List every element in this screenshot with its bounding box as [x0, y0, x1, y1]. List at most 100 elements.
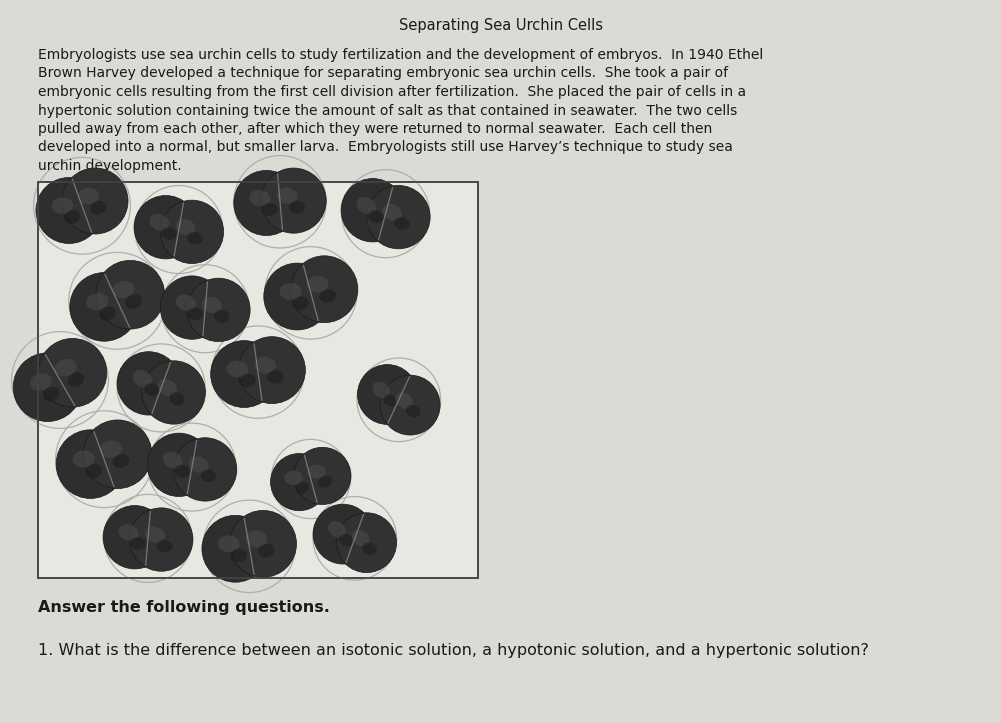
Circle shape	[129, 508, 193, 571]
Ellipse shape	[284, 471, 302, 485]
Ellipse shape	[368, 210, 383, 223]
Ellipse shape	[112, 281, 134, 298]
Ellipse shape	[267, 370, 283, 383]
Text: Embryologists use sea urchin cells to study fertilization and the development of: Embryologists use sea urchin cells to st…	[38, 48, 763, 62]
Text: Separating Sea Urchin Cells: Separating Sea Urchin Cells	[399, 18, 603, 33]
Ellipse shape	[90, 201, 106, 215]
Ellipse shape	[406, 405, 420, 417]
Ellipse shape	[99, 440, 122, 458]
Ellipse shape	[239, 374, 256, 388]
Bar	[38, 182, 478, 578]
Ellipse shape	[356, 197, 376, 214]
Circle shape	[134, 195, 197, 259]
Ellipse shape	[292, 296, 309, 310]
Circle shape	[103, 505, 166, 569]
Ellipse shape	[144, 383, 159, 396]
Circle shape	[202, 515, 269, 582]
Ellipse shape	[395, 392, 413, 409]
Text: 1. What is the difference between an isotonic solution, a hypotonic solution, an: 1. What is the difference between an iso…	[38, 643, 869, 658]
Ellipse shape	[295, 482, 309, 494]
Ellipse shape	[187, 307, 203, 320]
Bar	[38, 182, 478, 578]
Circle shape	[62, 168, 128, 234]
Ellipse shape	[230, 549, 247, 562]
Ellipse shape	[362, 542, 377, 555]
Ellipse shape	[85, 464, 102, 478]
Ellipse shape	[130, 537, 146, 550]
Ellipse shape	[218, 535, 239, 552]
Ellipse shape	[64, 210, 80, 224]
Circle shape	[238, 337, 305, 403]
Circle shape	[160, 276, 223, 339]
Ellipse shape	[99, 307, 116, 321]
Ellipse shape	[133, 370, 152, 388]
Circle shape	[294, 448, 351, 505]
Ellipse shape	[174, 465, 190, 477]
Ellipse shape	[307, 464, 326, 479]
Ellipse shape	[161, 227, 177, 240]
Ellipse shape	[288, 200, 305, 213]
Ellipse shape	[328, 521, 346, 538]
Ellipse shape	[226, 361, 248, 377]
Circle shape	[70, 273, 138, 341]
Text: Brown Harvey developed a technique for separating embryonic sea urchin cells.  S: Brown Harvey developed a technique for s…	[38, 67, 728, 80]
Ellipse shape	[55, 359, 77, 377]
Ellipse shape	[318, 476, 332, 487]
Ellipse shape	[383, 394, 397, 407]
Ellipse shape	[125, 294, 142, 309]
Ellipse shape	[158, 379, 177, 396]
Ellipse shape	[30, 373, 52, 391]
Ellipse shape	[319, 289, 336, 303]
Ellipse shape	[254, 356, 276, 374]
Ellipse shape	[245, 531, 267, 547]
Ellipse shape	[162, 452, 182, 469]
Circle shape	[83, 420, 152, 489]
Text: hypertonic solution containing twice the amount of salt as that contained in sea: hypertonic solution containing twice the…	[38, 103, 738, 118]
Ellipse shape	[214, 310, 229, 322]
Ellipse shape	[175, 218, 195, 236]
Ellipse shape	[382, 204, 401, 221]
Ellipse shape	[68, 372, 84, 387]
Circle shape	[13, 353, 82, 422]
Circle shape	[147, 433, 210, 497]
Ellipse shape	[187, 232, 203, 244]
Ellipse shape	[189, 456, 208, 473]
Ellipse shape	[78, 188, 99, 205]
Circle shape	[380, 375, 440, 435]
Text: developed into a normal, but smaller larva.  Embryologists still use Harvey’s te: developed into a normal, but smaller lar…	[38, 140, 733, 155]
Ellipse shape	[372, 382, 390, 398]
Circle shape	[160, 200, 223, 263]
Circle shape	[234, 171, 299, 236]
Text: embryonic cells resulting from the first cell division after fertilization.  She: embryonic cells resulting from the first…	[38, 85, 746, 99]
Ellipse shape	[261, 203, 277, 216]
Text: pulled away from each other, after which they were returned to normal seawater. : pulled away from each other, after which…	[38, 122, 713, 136]
Circle shape	[56, 429, 125, 498]
Circle shape	[291, 256, 357, 322]
Text: Answer the following questions.: Answer the following questions.	[38, 600, 330, 615]
Circle shape	[229, 510, 296, 578]
Ellipse shape	[258, 544, 274, 557]
Circle shape	[187, 278, 250, 341]
Ellipse shape	[52, 197, 73, 214]
Circle shape	[117, 351, 180, 415]
Ellipse shape	[112, 454, 129, 469]
Circle shape	[173, 437, 237, 501]
Text: urchin development.: urchin development.	[38, 159, 181, 173]
Ellipse shape	[279, 283, 301, 300]
Ellipse shape	[149, 214, 169, 231]
Ellipse shape	[156, 539, 172, 552]
Ellipse shape	[351, 530, 369, 547]
Circle shape	[96, 260, 164, 329]
Circle shape	[264, 263, 330, 330]
Circle shape	[261, 168, 326, 234]
Circle shape	[210, 341, 277, 408]
Circle shape	[366, 185, 430, 249]
Ellipse shape	[338, 534, 353, 547]
Ellipse shape	[86, 293, 108, 310]
Ellipse shape	[202, 297, 222, 313]
Ellipse shape	[43, 387, 59, 401]
Ellipse shape	[175, 294, 195, 311]
Circle shape	[36, 178, 102, 244]
Ellipse shape	[249, 190, 270, 206]
Circle shape	[341, 179, 404, 242]
